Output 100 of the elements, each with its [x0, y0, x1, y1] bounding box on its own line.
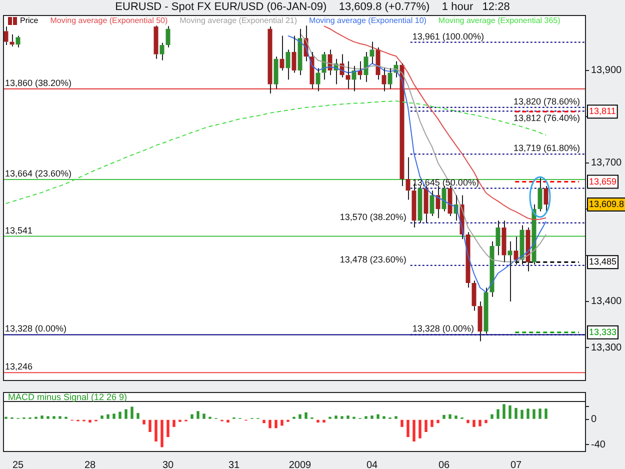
bar — [316, 420, 320, 423]
bar — [304, 412, 308, 419]
candlestick — [526, 227, 530, 272]
bar — [58, 416, 62, 419]
ref-line-label: 13,328 (0.00%) — [412, 324, 474, 334]
candlestick — [478, 300, 482, 342]
candlestick — [400, 63, 404, 186]
bar — [490, 414, 494, 419]
bar — [526, 408, 530, 419]
bar — [406, 420, 410, 438]
ref-line-label: 13,812 (76.40%) — [513, 113, 580, 124]
ref-line-label: 13,820 (78.60%) — [513, 96, 580, 106]
bar — [436, 420, 440, 424]
bar — [442, 414, 446, 419]
candlestick — [364, 51, 368, 82]
bar — [262, 420, 266, 424]
candlestick — [496, 220, 500, 256]
text: Moving average (Exponential 50) — [50, 16, 168, 26]
bar — [430, 420, 434, 427]
ref-line-label: 13,246 — [5, 362, 33, 372]
candlestick — [274, 56, 278, 90]
bar — [130, 406, 134, 419]
ref-line-label: 13,485 — [589, 256, 617, 267]
x-tick-label: 04 — [366, 460, 378, 469]
ref-line-label: 13,664 (23.60%) — [5, 168, 72, 178]
bar — [154, 420, 158, 442]
legend-label: Price — [20, 16, 39, 26]
candlestick — [166, 26, 170, 48]
ref-line-label: 13,328 (0.00%) — [5, 324, 67, 334]
candlestick — [514, 236, 518, 265]
ref-line-label: 13,961 (100.00%) — [412, 31, 484, 42]
chart-title: MACD minus Signal (12 26 9) — [8, 392, 128, 402]
series-label: Moving average (Exponential 21) — [180, 16, 298, 26]
x-tick-label: 07 — [510, 460, 522, 469]
candlestick — [358, 60, 362, 80]
candlestick — [484, 287, 488, 334]
candlestick — [346, 60, 350, 90]
ref-line-label: 13,541 — [5, 225, 33, 236]
candlestick — [298, 28, 302, 76]
chart-title: EURUSD - Spot FX EUR/USD (06-JAN-09) 13,609.8 (+0.77%) 1 hour 12:28 — [114, 1, 511, 13]
bar — [112, 414, 116, 419]
bar — [496, 409, 500, 419]
bar — [190, 414, 194, 419]
bar — [148, 420, 152, 432]
ref-line-label: 13,719 (61.80%) — [513, 143, 580, 154]
bar — [142, 420, 146, 424]
candlestick — [10, 34, 14, 47]
candlestick — [490, 240, 494, 298]
candlestick — [418, 185, 422, 224]
bar — [502, 404, 506, 419]
ref-line-label: 13,570 (38.20%) — [340, 212, 406, 222]
bar — [160, 420, 164, 448]
bar — [166, 420, 170, 438]
bar — [472, 420, 476, 427]
candlestick — [154, 25, 158, 60]
bar — [382, 416, 386, 419]
bar — [346, 416, 350, 419]
bar — [394, 416, 398, 419]
bar — [538, 408, 542, 419]
candlestick — [466, 232, 470, 288]
bar — [448, 414, 452, 419]
bar — [124, 409, 128, 419]
candlestick — [436, 185, 440, 219]
ref-line-label: 13,860 (38.20%) — [5, 78, 72, 88]
bar — [478, 420, 482, 426]
candlestick — [160, 42, 164, 61]
candlestick — [280, 35, 284, 71]
x-tick-label: 2009 — [288, 460, 312, 469]
bar — [514, 408, 518, 419]
x-tick-label: 06 — [438, 460, 450, 469]
text: Moving average (Exponential 10) — [309, 16, 427, 26]
text: Moving average (Exponential 365) — [438, 16, 561, 26]
bar — [418, 420, 422, 438]
bar — [106, 414, 110, 419]
bar — [46, 416, 50, 419]
candlestick — [502, 220, 506, 263]
candlestick — [310, 51, 314, 90]
y-tick-label: 13,400 — [591, 296, 622, 308]
candlestick — [406, 156, 410, 200]
candlestick — [16, 35, 20, 48]
ref-line-label: 13,811 — [589, 106, 616, 116]
bar — [376, 414, 380, 419]
candlestick — [430, 190, 434, 216]
bar — [226, 420, 230, 423]
y-tick-label: 13,300 — [591, 342, 622, 354]
bar — [508, 405, 512, 419]
bar — [274, 420, 278, 428]
candlestick — [508, 240, 512, 302]
bar — [88, 420, 92, 423]
bar — [424, 420, 428, 432]
x-tick-label: 28 — [84, 460, 96, 469]
bar — [454, 416, 458, 419]
ref-line-label: 13,333 — [589, 326, 617, 337]
bar — [322, 420, 326, 423]
bar — [520, 410, 524, 419]
x-tick-label: 31 — [228, 460, 240, 469]
bar — [100, 416, 104, 419]
bar — [334, 416, 338, 419]
bar — [40, 416, 44, 419]
bar — [544, 408, 548, 419]
